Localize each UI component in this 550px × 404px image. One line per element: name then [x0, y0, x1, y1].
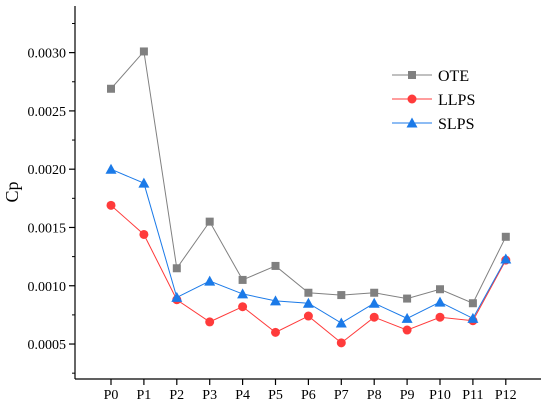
- series-line-ote: [110, 50, 507, 304]
- y-axis-title: Cp: [2, 181, 22, 202]
- x-tick-label: P12: [495, 388, 517, 403]
- data-point-llps: [106, 200, 116, 210]
- data-point-llps: [303, 311, 313, 321]
- legend-label-llps: LLPS: [438, 92, 475, 109]
- legend-marker-ote: [408, 71, 416, 79]
- x-axis: P0 P1 P2 P3 P4 P5 P6 P7 P8 P9 P10 P11 P12: [104, 379, 517, 403]
- data-point-ote: [205, 217, 214, 226]
- x-tick-label: P4: [235, 388, 250, 403]
- data-point-ote: [107, 84, 115, 93]
- data-point-ote: [271, 261, 280, 270]
- data-point-llps: [435, 312, 445, 322]
- y-tick-label: 0.0020: [28, 163, 67, 178]
- series-ote: [107, 47, 510, 308]
- data-point-slps: [270, 295, 281, 306]
- y-tick-label: 0.0015: [28, 221, 67, 236]
- data-point-slps: [335, 317, 347, 328]
- data-point-slps: [467, 312, 479, 323]
- data-point-llps: [402, 325, 412, 335]
- data-point-ote: [436, 285, 444, 294]
- data-point-ote: [238, 275, 247, 284]
- x-tick-label: P1: [137, 388, 152, 403]
- x-tick-label: P9: [400, 388, 415, 403]
- y-tick-label: 0.0005: [28, 338, 67, 353]
- x-tick-label: P5: [268, 388, 283, 403]
- data-point-slps: [138, 177, 150, 188]
- y-tick-label: 0.0030: [28, 47, 67, 62]
- legend: OTE LLPS SLPS: [392, 68, 475, 133]
- data-point-ote: [468, 299, 477, 308]
- data-point-slps: [434, 296, 446, 307]
- data-point-ote: [172, 264, 181, 273]
- series-layer: [105, 47, 512, 348]
- data-point-llps: [336, 338, 346, 348]
- data-point-slps: [237, 288, 249, 299]
- series-slps: [105, 163, 512, 328]
- data-point-llps: [205, 317, 215, 327]
- data-point-ote: [501, 232, 510, 241]
- y-axis: 0.0005 0.0010 0.0015 0.0020 0.0025 0.0030: [28, 22, 75, 374]
- series-llps: [106, 200, 511, 348]
- data-point-ote: [403, 294, 412, 303]
- legend-item-slps: SLPS: [392, 116, 474, 133]
- legend-label-slps: SLPS: [438, 116, 474, 133]
- data-point-ote: [370, 288, 379, 297]
- data-point-slps: [368, 297, 380, 308]
- data-point-slps: [401, 312, 413, 323]
- legend-item-llps: LLPS: [392, 92, 475, 109]
- x-tick-label: P3: [202, 388, 217, 403]
- data-point-ote: [304, 288, 313, 297]
- y-tick-label: 0.0010: [28, 280, 67, 295]
- data-point-ote: [337, 291, 346, 300]
- data-point-slps: [171, 291, 183, 302]
- x-tick-label: P0: [104, 388, 119, 403]
- legend-item-ote: OTE: [392, 68, 469, 85]
- legend-label-ote: OTE: [438, 68, 469, 85]
- x-tick-label: P7: [334, 388, 349, 403]
- legend-marker-slps: [406, 117, 418, 128]
- x-tick-label: P8: [367, 388, 382, 403]
- data-point-slps: [302, 297, 314, 308]
- data-point-slps: [500, 253, 512, 264]
- data-point-slps: [204, 275, 216, 286]
- data-point-llps: [369, 312, 379, 322]
- legend-marker-llps: [407, 94, 417, 104]
- data-point-llps: [139, 229, 149, 239]
- data-point-llps: [238, 302, 248, 312]
- y-tick-label: 0.0025: [28, 105, 67, 120]
- x-tick-label: P10: [429, 388, 451, 403]
- x-tick-label: P11: [462, 388, 483, 403]
- data-point-slps: [105, 163, 117, 174]
- data-point-ote: [139, 47, 148, 56]
- data-point-llps: [271, 327, 280, 337]
- x-tick-label: P6: [301, 388, 316, 403]
- x-tick-label: P2: [169, 388, 184, 403]
